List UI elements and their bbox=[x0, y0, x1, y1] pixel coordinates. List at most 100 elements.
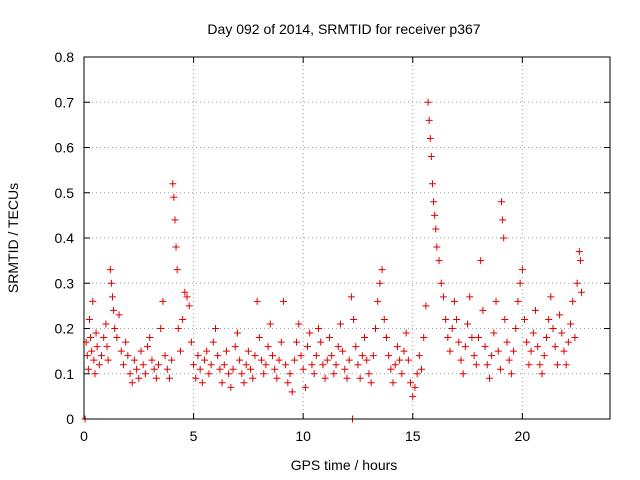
data-point bbox=[356, 374, 364, 382]
data-point bbox=[159, 297, 167, 305]
data-point bbox=[236, 356, 244, 364]
data-point bbox=[575, 248, 583, 256]
data-point bbox=[413, 370, 421, 378]
data-point bbox=[444, 334, 452, 342]
data-point bbox=[367, 379, 375, 387]
data-point bbox=[369, 352, 377, 360]
data-point bbox=[435, 257, 443, 265]
data-point bbox=[207, 361, 215, 369]
data-point bbox=[479, 306, 487, 314]
data-point bbox=[556, 311, 564, 319]
data-point bbox=[264, 343, 272, 351]
data-point bbox=[85, 315, 93, 323]
data-point bbox=[453, 315, 461, 323]
data-point bbox=[430, 198, 438, 206]
data-point bbox=[317, 338, 325, 346]
data-point bbox=[376, 279, 384, 287]
grid-lines bbox=[84, 57, 610, 419]
data-point bbox=[103, 343, 111, 351]
data-point bbox=[457, 356, 465, 364]
data-point bbox=[576, 257, 584, 265]
data-point bbox=[336, 320, 344, 328]
data-point bbox=[481, 343, 489, 351]
data-point bbox=[98, 352, 106, 360]
data-point bbox=[428, 180, 436, 188]
data-point bbox=[196, 365, 204, 373]
data-point bbox=[527, 347, 535, 355]
data-point bbox=[130, 356, 138, 364]
data-point bbox=[242, 361, 250, 369]
data-point bbox=[163, 365, 171, 373]
data-point bbox=[218, 379, 226, 387]
data-point bbox=[185, 302, 193, 310]
data-point bbox=[382, 334, 390, 342]
data-point bbox=[339, 347, 347, 355]
data-point bbox=[578, 288, 586, 296]
data-point bbox=[398, 370, 406, 378]
data-point bbox=[328, 352, 336, 360]
data-point bbox=[503, 338, 511, 346]
data-point bbox=[350, 315, 358, 323]
data-point bbox=[220, 361, 228, 369]
data-point bbox=[573, 279, 581, 287]
data-point bbox=[321, 374, 329, 382]
data-point bbox=[124, 352, 132, 360]
data-point bbox=[95, 361, 103, 369]
data-point bbox=[293, 338, 301, 346]
data-point bbox=[542, 334, 550, 342]
data-point bbox=[225, 370, 233, 378]
data-point bbox=[391, 361, 399, 369]
data-point bbox=[547, 293, 555, 301]
data-point bbox=[365, 370, 373, 378]
data-point bbox=[450, 297, 458, 305]
y-tick-label: 0 bbox=[66, 411, 74, 427]
data-point bbox=[113, 334, 121, 342]
data-point bbox=[205, 370, 213, 378]
data-point bbox=[137, 347, 145, 355]
data-point bbox=[420, 334, 428, 342]
data-point bbox=[209, 338, 217, 346]
data-point bbox=[560, 347, 568, 355]
data-point bbox=[176, 347, 184, 355]
data-point bbox=[212, 325, 219, 332]
data-point bbox=[266, 320, 274, 328]
data-point bbox=[558, 329, 566, 337]
data-point bbox=[301, 383, 309, 391]
data-point bbox=[139, 361, 147, 369]
data-point bbox=[461, 343, 469, 351]
data-point bbox=[190, 361, 198, 369]
data-point bbox=[380, 315, 388, 323]
data-point bbox=[466, 293, 474, 301]
y-tick-label: 0.8 bbox=[55, 49, 75, 65]
data-point bbox=[343, 374, 351, 382]
data-point bbox=[564, 338, 572, 346]
data-point bbox=[282, 361, 290, 369]
data-point bbox=[448, 325, 456, 332]
data-point bbox=[111, 325, 119, 332]
data-point bbox=[251, 352, 259, 360]
data-point bbox=[323, 356, 331, 364]
data-point bbox=[472, 361, 480, 369]
data-point bbox=[505, 356, 513, 364]
data-point bbox=[271, 365, 279, 373]
data-point bbox=[238, 370, 246, 378]
y-tick-label: 0.4 bbox=[55, 230, 75, 246]
data-point bbox=[255, 334, 263, 342]
data-point bbox=[172, 243, 180, 251]
data-point bbox=[295, 320, 303, 328]
data-point bbox=[89, 297, 97, 305]
data-point bbox=[214, 352, 222, 360]
data-point bbox=[268, 352, 276, 360]
data-point bbox=[385, 352, 393, 360]
x-tick-label: 0 bbox=[80, 428, 88, 444]
data-point bbox=[393, 343, 401, 351]
data-point bbox=[494, 347, 502, 355]
data-point bbox=[100, 334, 108, 342]
data-point bbox=[437, 279, 445, 287]
data-point bbox=[488, 352, 496, 360]
data-point bbox=[464, 320, 472, 328]
data-point bbox=[529, 329, 537, 337]
data-point bbox=[352, 343, 360, 351]
data-point bbox=[192, 374, 200, 382]
data-point bbox=[249, 374, 257, 382]
